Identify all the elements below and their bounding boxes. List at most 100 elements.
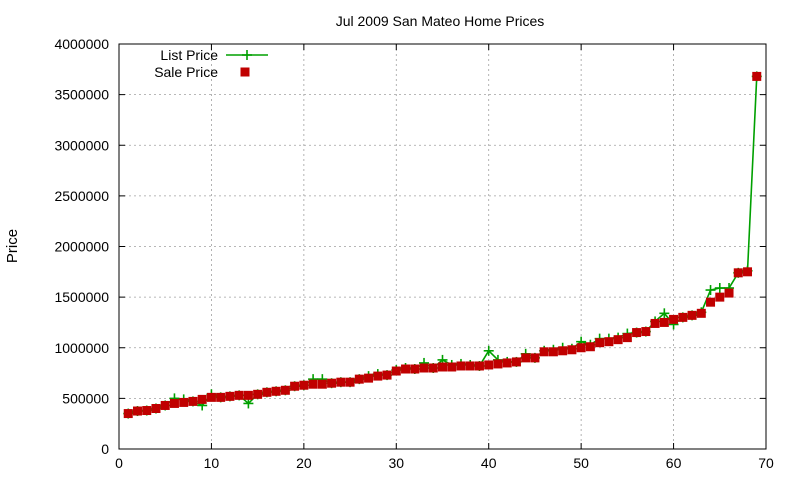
sale-price-point	[706, 297, 716, 307]
sale-price-point	[474, 361, 484, 371]
legend-label: List Price	[160, 47, 218, 63]
sale-price-point	[345, 377, 355, 387]
sale-price-point	[299, 380, 309, 390]
sale-price-point	[447, 362, 457, 372]
legend-plus-marker	[242, 50, 252, 60]
sale-price-point	[419, 363, 429, 373]
list-price-point	[659, 308, 670, 319]
sale-price-point	[179, 397, 189, 407]
sale-price-point	[752, 71, 762, 81]
x-tick-label: 0	[115, 455, 123, 471]
x-tick-label: 50	[573, 455, 589, 471]
list-price-point	[714, 283, 725, 294]
y-axis-label: Price	[4, 229, 21, 263]
plot-frame	[118, 43, 767, 450]
sale-price-point	[206, 392, 216, 402]
sale-price-point	[484, 360, 494, 370]
y-tick-label: 2500000	[54, 188, 109, 204]
x-tick-label: 40	[481, 455, 497, 471]
sale-price-point	[743, 267, 753, 277]
sale-price-point	[576, 343, 586, 353]
y-tick-label: 1500000	[54, 289, 109, 305]
sale-price-point	[132, 406, 142, 416]
sale-price-point	[428, 363, 438, 373]
sale-price-point	[650, 318, 660, 328]
legend-label: Sale Price	[154, 64, 218, 80]
sale-price-point	[585, 342, 595, 352]
sale-price-point	[724, 288, 734, 298]
y-axis-ticks: 0 500000 1000000 1500000 2000000 2500000 30000…	[54, 36, 766, 457]
y-tick-label: 2000000	[54, 239, 109, 255]
y-tick-label: 0	[101, 441, 109, 457]
sale-price-point	[410, 364, 420, 374]
sale-price-point	[511, 357, 521, 367]
sale-price-point	[465, 361, 475, 371]
y-tick-label: 3000000	[54, 137, 109, 153]
sale-price-point	[169, 398, 179, 408]
sale-price-point	[595, 338, 605, 348]
sale-price-point	[539, 347, 549, 357]
sale-price-point	[188, 396, 198, 406]
x-tick-label: 20	[296, 455, 312, 471]
sale-price-point	[253, 389, 263, 399]
sale-price-point	[567, 345, 577, 355]
sale-price-point	[715, 292, 725, 302]
sale-price-point	[234, 390, 244, 400]
sale-price-point	[493, 359, 503, 369]
sale-price-point	[336, 377, 346, 387]
sale-price-point	[604, 337, 614, 347]
sale-price-point	[123, 409, 133, 419]
sale-price-point	[558, 346, 568, 356]
sale-price-point	[696, 308, 706, 318]
sale-price-point	[687, 310, 697, 320]
x-tick-label: 70	[758, 455, 774, 471]
sale-price-point	[262, 387, 272, 397]
axes	[118, 43, 767, 450]
sale-price-point	[317, 379, 327, 389]
sale-price-point	[327, 378, 337, 388]
legend-square-marker	[240, 67, 250, 77]
sale-price-point	[373, 371, 383, 381]
sale-price-point	[151, 404, 161, 413]
sale-price-point	[401, 364, 411, 374]
sale-price-point	[280, 385, 290, 395]
sale-price-point	[290, 381, 300, 391]
list-price-point	[483, 345, 494, 356]
series-layer	[123, 71, 762, 419]
sale-price-point	[382, 370, 392, 380]
x-tick-label: 10	[204, 455, 220, 471]
sale-price-point	[271, 386, 281, 396]
sale-price-point	[521, 353, 531, 363]
sale-price-point	[502, 358, 512, 368]
sale-price-point	[308, 379, 318, 389]
sale-price-point	[243, 390, 253, 400]
chart-title: Jul 2009 San Mateo Home Prices	[336, 13, 545, 29]
sale-price-point	[225, 391, 235, 401]
y-tick-label: 4000000	[54, 36, 109, 52]
sale-price-point	[613, 335, 623, 345]
sale-price-point	[632, 328, 642, 338]
y-tick-label: 500000	[62, 390, 109, 406]
sale-price-point	[142, 406, 152, 416]
sale-price-point	[641, 327, 651, 337]
sale-price-point	[733, 268, 743, 278]
y-tick-label: 1000000	[54, 340, 109, 356]
sale-price-point	[197, 394, 207, 404]
sale-price-point	[622, 333, 632, 343]
list-price-point	[243, 398, 254, 409]
y-tick-label: 3500000	[54, 87, 109, 103]
x-tick-label: 60	[666, 455, 682, 471]
sale-price-point	[548, 347, 558, 357]
sale-price-point	[678, 312, 688, 322]
sale-price-point	[391, 366, 401, 376]
sale-price-point	[364, 373, 374, 383]
sale-price-point	[160, 400, 170, 410]
list-price-point	[705, 285, 716, 296]
sale-price-point	[438, 362, 447, 372]
sale-price-point	[659, 317, 669, 327]
sale-price-point	[216, 392, 226, 402]
sale-price-point	[456, 361, 466, 371]
sale-price-point	[669, 314, 679, 324]
